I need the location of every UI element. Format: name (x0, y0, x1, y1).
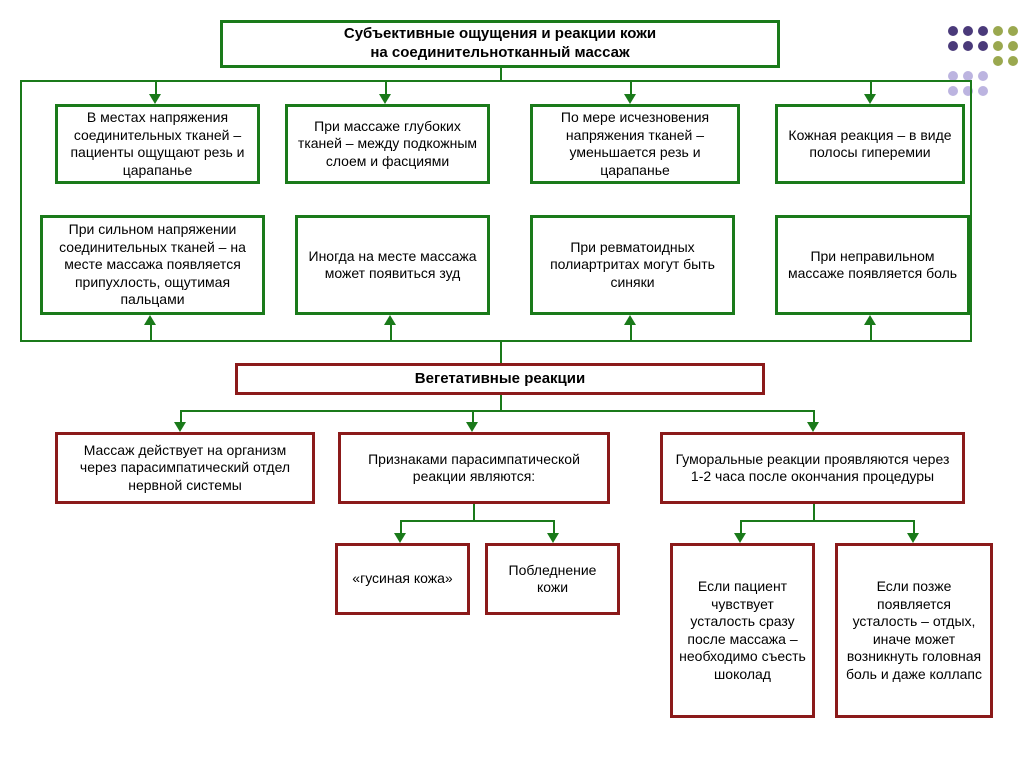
connector (20, 80, 22, 340)
arrow-up (624, 315, 636, 325)
dot (1008, 41, 1018, 51)
connector (630, 323, 632, 340)
arrow-up (864, 315, 876, 325)
connector (740, 520, 915, 522)
decorative-dots (948, 26, 1018, 96)
dot (978, 41, 988, 51)
dot (993, 26, 1003, 36)
connector (813, 504, 815, 520)
connector (180, 410, 815, 412)
dot (948, 86, 958, 96)
dot (993, 56, 1003, 66)
box-v3: Гуморальные реакции проявляются через 1-… (660, 432, 965, 504)
connector (970, 80, 972, 340)
connector (500, 340, 502, 363)
arrow-up (384, 315, 396, 325)
box-r1c1: В местах напряжения соединительных ткане… (55, 104, 260, 184)
arrow-down (466, 422, 478, 432)
arrow-down (379, 94, 391, 104)
connector (500, 68, 502, 80)
connector (500, 395, 502, 410)
arrow-down (149, 94, 161, 104)
box-h2: Если позже появляется усталость – отдых,… (835, 543, 993, 718)
arrow-down (907, 533, 919, 543)
dot (948, 26, 958, 36)
box-r2c3: При ревматоидных полиартритах могут быть… (530, 215, 735, 315)
connector (20, 80, 970, 82)
dot (993, 41, 1003, 51)
arrow-down (624, 94, 636, 104)
connector (473, 504, 475, 520)
arrow-down (394, 533, 406, 543)
box-title2: Вегетативные реакции (235, 363, 765, 395)
connector (20, 340, 972, 342)
connector (150, 323, 152, 340)
dot (963, 41, 973, 51)
arrow-down (807, 422, 819, 432)
box-r1c3: По мере исчезновения напряжения тканей –… (530, 104, 740, 184)
box-h1: Если пациент чувствует усталость сразу п… (670, 543, 815, 718)
box-v2: Признаками парасимпатической реакции явл… (338, 432, 610, 504)
connector (390, 323, 392, 340)
box-r1c4: Кожная реакция – в виде полосы гиперемии (775, 104, 965, 184)
dot (1008, 56, 1018, 66)
arrow-down (734, 533, 746, 543)
dot (1008, 26, 1018, 36)
box-r2c1: При сильном напряжении соединительных тк… (40, 215, 265, 315)
box-p1: «гусиная кожа» (335, 543, 470, 615)
box-r2c4: При неправильном массаже появляется боль (775, 215, 970, 315)
dot (978, 26, 988, 36)
box-p2: Побледнение кожи (485, 543, 620, 615)
arrow-down (174, 422, 186, 432)
dot (963, 26, 973, 36)
arrow-down (864, 94, 876, 104)
connector (870, 323, 872, 340)
dot (948, 41, 958, 51)
box-r2c2: Иногда на месте массажа может появиться … (295, 215, 490, 315)
dot (978, 86, 988, 96)
box-r1c2: При массаже глубоких тканей – между подк… (285, 104, 490, 184)
connector (400, 520, 555, 522)
arrow-up (144, 315, 156, 325)
box-v1: Массаж действует на организм через парас… (55, 432, 315, 504)
arrow-down (547, 533, 559, 543)
box-title1: Субъективные ощущения и реакции кожина с… (220, 20, 780, 68)
dot (978, 71, 988, 81)
